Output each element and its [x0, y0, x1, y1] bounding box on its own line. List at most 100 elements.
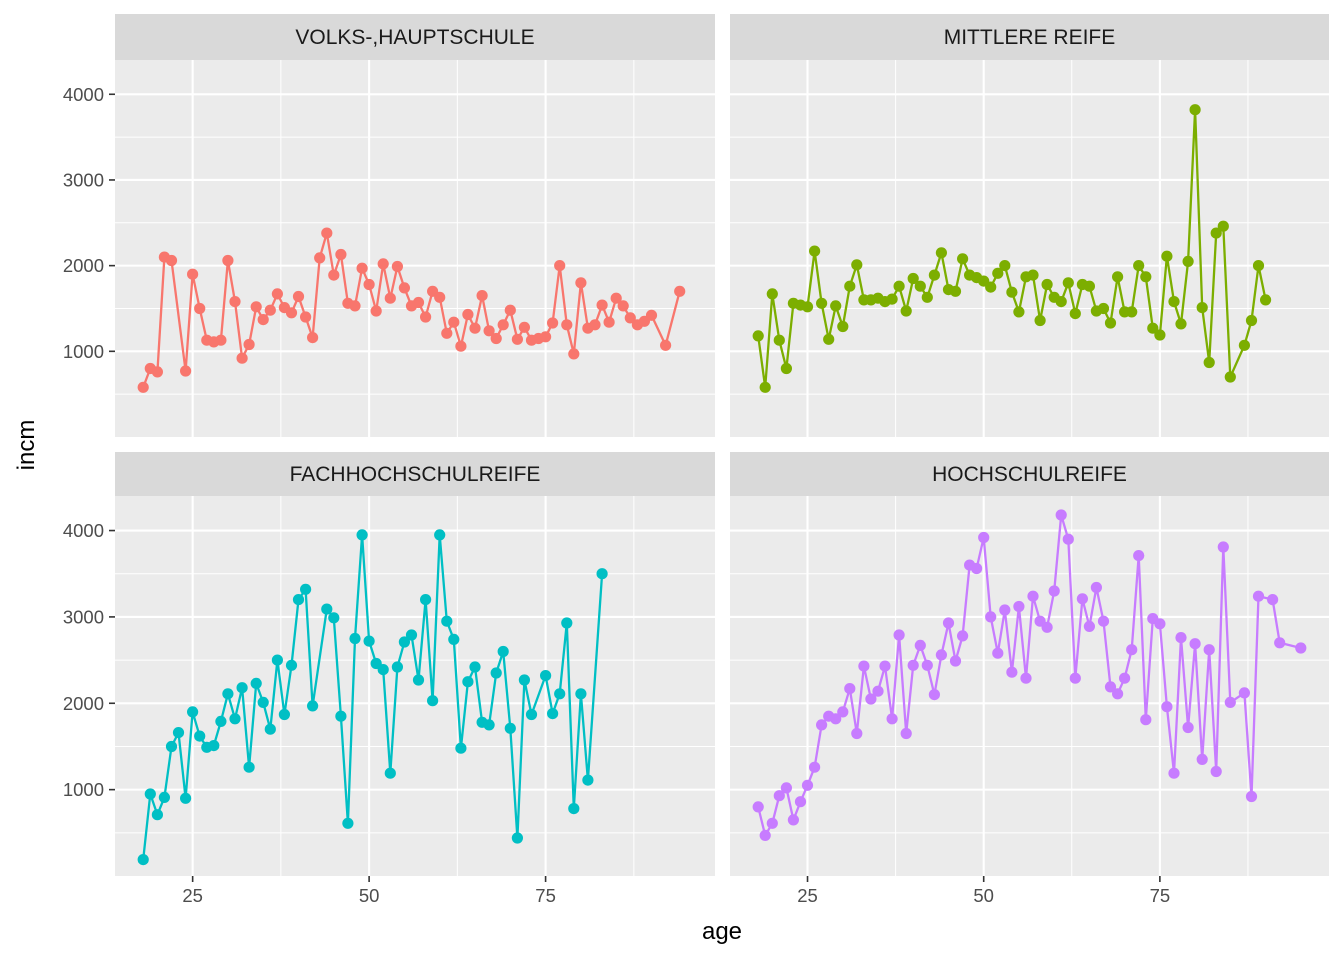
data-point — [752, 801, 764, 813]
data-point — [801, 301, 814, 313]
data-point — [879, 660, 891, 672]
data-point — [194, 302, 206, 315]
data-point — [830, 300, 842, 312]
data-point — [645, 309, 658, 321]
facet-strip — [730, 452, 1329, 496]
data-point — [617, 300, 629, 312]
data-point — [610, 292, 622, 304]
data-point — [935, 247, 948, 259]
data-point — [257, 696, 269, 709]
data-point — [1154, 618, 1166, 630]
data-point — [271, 288, 283, 300]
data-point — [589, 319, 601, 331]
data-point — [1119, 672, 1131, 684]
data-point — [1267, 594, 1279, 606]
data-point — [391, 661, 403, 673]
data-point — [335, 710, 347, 722]
data-point — [1147, 322, 1159, 334]
data-point — [914, 639, 926, 652]
data-point — [554, 688, 566, 700]
data-point — [434, 291, 446, 303]
data-point — [603, 316, 615, 328]
facet-strip — [115, 14, 715, 60]
data-point — [497, 645, 509, 658]
data-point — [448, 316, 460, 328]
data-point — [1020, 672, 1032, 684]
panel-background — [115, 496, 715, 876]
data-point — [1175, 318, 1187, 330]
data-point — [377, 258, 389, 270]
data-point — [1252, 590, 1265, 602]
data-point — [370, 305, 382, 317]
data-point — [893, 629, 905, 641]
x-tick-label: 75 — [535, 885, 556, 906]
x-tick-label: 25 — [797, 885, 818, 906]
data-point — [300, 311, 312, 323]
data-point — [250, 301, 262, 313]
data-point — [504, 304, 516, 316]
data-point — [780, 362, 793, 375]
data-point — [935, 649, 948, 661]
data-point — [978, 531, 990, 544]
data-point — [398, 636, 410, 648]
data-point — [547, 317, 559, 329]
data-point — [886, 713, 898, 725]
data-point — [1238, 339, 1250, 351]
data-point — [441, 327, 453, 339]
data-point — [575, 688, 587, 700]
x-tick-label: 25 — [182, 885, 203, 906]
data-point — [660, 339, 672, 351]
data-point — [844, 683, 856, 695]
data-point — [1133, 550, 1145, 562]
facet-label: VOLKS-,HAUPTSCHULE — [295, 26, 534, 49]
data-point — [1295, 642, 1307, 654]
x-tick-label: 50 — [973, 885, 994, 906]
data-point — [921, 659, 933, 671]
data-point — [624, 312, 636, 324]
data-point — [363, 635, 375, 647]
panel-mittlere-reife: MITTLERE REIFE — [730, 14, 1329, 437]
facet-label: FACHHOCHSCHULREIFE — [290, 463, 541, 486]
data-point — [264, 304, 276, 316]
data-point — [328, 269, 340, 281]
data-point — [1168, 767, 1180, 779]
data-point — [356, 529, 368, 541]
data-point — [1041, 278, 1053, 291]
data-point — [1133, 260, 1145, 272]
data-point — [1140, 714, 1152, 726]
data-point — [540, 331, 552, 343]
data-point — [1062, 277, 1074, 289]
y-tick-label: 2000 — [63, 693, 104, 714]
series-line-volks-hauptschule — [142, 231, 681, 388]
data-point — [949, 655, 962, 667]
data-point — [180, 792, 192, 804]
x-tick-label: 50 — [359, 885, 380, 906]
data-point — [405, 629, 418, 641]
data-point — [1083, 620, 1095, 633]
data-point — [328, 612, 340, 624]
data-point — [928, 689, 941, 701]
x-axis-title: age — [702, 918, 742, 945]
data-point — [490, 667, 502, 679]
data-point — [243, 338, 255, 351]
facet-strip — [730, 14, 1329, 60]
data-point — [985, 281, 997, 293]
facet-label: MITTLERE REIFE — [944, 26, 1116, 49]
data-point — [1076, 593, 1088, 605]
data-point — [398, 282, 410, 294]
data-point — [180, 365, 192, 377]
data-point — [187, 706, 199, 718]
data-point — [801, 779, 814, 791]
data-point — [518, 674, 531, 686]
data-point — [1182, 721, 1194, 734]
panel-background — [115, 60, 715, 437]
data-point — [307, 332, 319, 344]
y-axis-title: incm — [13, 420, 40, 471]
data-point — [490, 332, 502, 345]
data-point — [1104, 681, 1117, 693]
data-point — [809, 761, 821, 773]
data-point — [752, 330, 764, 342]
data-point — [1041, 621, 1053, 633]
data-point — [469, 322, 481, 334]
data-point — [455, 340, 467, 352]
